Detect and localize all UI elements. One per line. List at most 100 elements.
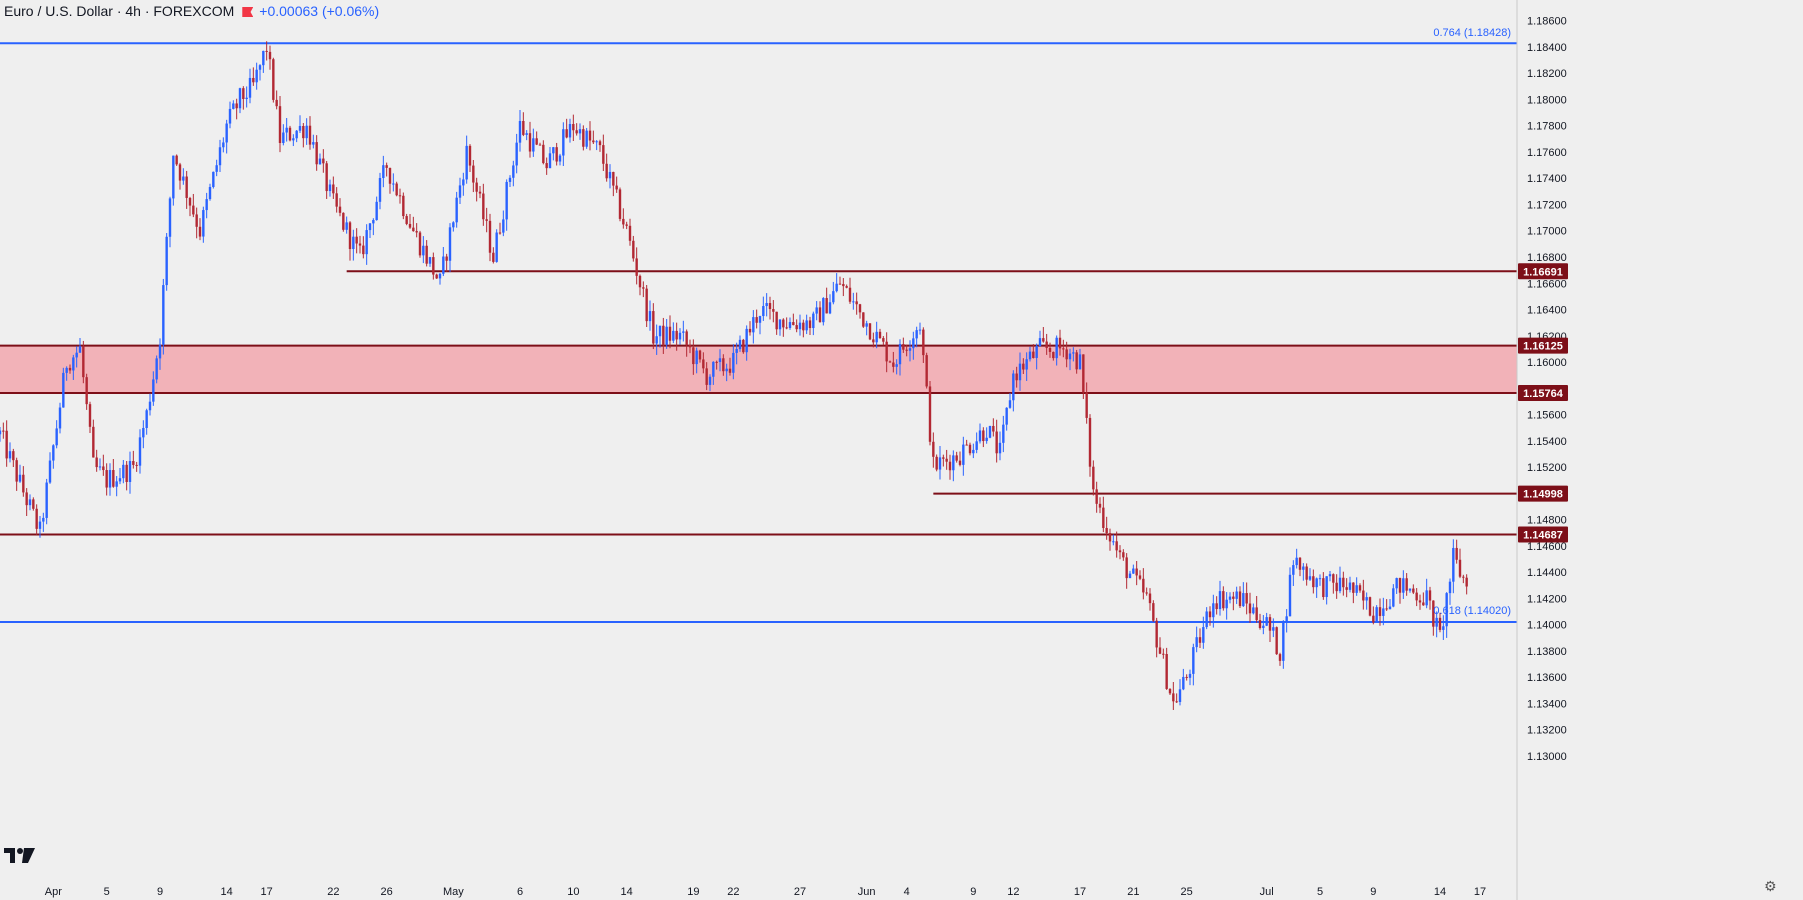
candle[interactable] — [748, 321, 752, 336]
candle[interactable] — [465, 135, 468, 184]
candle[interactable] — [905, 344, 908, 357]
candle[interactable] — [188, 196, 192, 217]
candle[interactable] — [1042, 327, 1045, 343]
candle[interactable] — [1375, 605, 1378, 623]
candle[interactable] — [1068, 348, 1072, 371]
candle[interactable] — [845, 284, 848, 289]
candle[interactable] — [165, 232, 168, 291]
candle[interactable] — [335, 187, 338, 213]
candle[interactable] — [195, 207, 198, 239]
candle[interactable] — [568, 118, 572, 143]
candle[interactable] — [665, 318, 668, 349]
candle[interactable] — [448, 223, 452, 273]
candle[interactable] — [292, 134, 295, 147]
candle[interactable] — [1022, 358, 1025, 374]
candle[interactable] — [145, 408, 148, 435]
candle[interactable] — [662, 317, 665, 354]
candle[interactable] — [1395, 577, 1398, 594]
candle[interactable] — [168, 196, 172, 248]
candle[interactable] — [1058, 329, 1062, 356]
candle[interactable] — [305, 118, 308, 145]
candle[interactable] — [1242, 582, 1245, 608]
candle[interactable] — [675, 322, 678, 351]
candle[interactable] — [712, 361, 715, 385]
candle[interactable] — [952, 450, 955, 482]
candle[interactable] — [482, 183, 485, 226]
candle[interactable] — [15, 457, 18, 491]
candle[interactable] — [642, 281, 645, 298]
candle[interactable] — [162, 278, 165, 355]
candle[interactable] — [355, 228, 358, 254]
candle[interactable] — [1205, 607, 1208, 630]
candle[interactable] — [1178, 679, 1182, 706]
candle[interactable] — [1265, 612, 1268, 627]
candle[interactable] — [1358, 583, 1362, 593]
candle[interactable] — [705, 362, 708, 391]
candle[interactable] — [1132, 564, 1135, 574]
candle[interactable] — [545, 157, 548, 175]
candle[interactable] — [655, 324, 658, 355]
candle[interactable] — [518, 110, 522, 152]
candle[interactable] — [1435, 611, 1438, 638]
candle[interactable] — [1048, 342, 1052, 358]
candle[interactable] — [1345, 578, 1348, 598]
candle[interactable] — [1088, 414, 1092, 477]
candle[interactable] — [928, 381, 932, 446]
candle[interactable] — [365, 224, 368, 265]
candle[interactable] — [1012, 370, 1015, 412]
candle[interactable] — [638, 274, 642, 296]
candle[interactable] — [702, 352, 705, 374]
candle[interactable] — [1162, 648, 1165, 659]
candle[interactable] — [245, 86, 248, 108]
candle[interactable] — [762, 296, 765, 321]
candle[interactable] — [138, 429, 142, 474]
candle[interactable] — [648, 300, 652, 331]
candle[interactable] — [228, 101, 232, 129]
candle[interactable] — [902, 337, 905, 353]
candle[interactable] — [205, 192, 208, 219]
candle[interactable] — [688, 339, 692, 354]
candle[interactable] — [1002, 415, 1005, 453]
candle[interactable] — [78, 337, 82, 353]
candle[interactable] — [1055, 335, 1058, 366]
candle[interactable] — [1428, 586, 1432, 610]
candle[interactable] — [628, 218, 632, 246]
candle[interactable] — [958, 451, 962, 467]
candle[interactable] — [598, 139, 602, 152]
candle[interactable] — [778, 319, 782, 336]
candle[interactable] — [1325, 576, 1328, 605]
candle[interactable] — [288, 125, 292, 142]
candle[interactable] — [432, 252, 435, 280]
candle[interactable] — [942, 454, 945, 467]
candle[interactable] — [258, 64, 262, 81]
candle[interactable] — [1135, 560, 1138, 586]
candle[interactable] — [132, 450, 135, 469]
candle[interactable] — [252, 67, 255, 86]
symbol-title[interactable]: Euro / U.S. Dollar · 4h · FOREXCOM — [4, 3, 235, 19]
candle[interactable] — [282, 124, 285, 146]
candle[interactable] — [1098, 497, 1102, 514]
candle[interactable] — [415, 223, 418, 238]
candle[interactable] — [1102, 496, 1105, 533]
candle[interactable] — [18, 464, 22, 483]
candle[interactable] — [222, 137, 225, 153]
candle[interactable] — [658, 325, 662, 348]
candle[interactable] — [58, 402, 62, 434]
candle[interactable] — [542, 140, 545, 165]
candle[interactable] — [0, 427, 2, 442]
candle[interactable] — [1415, 588, 1418, 607]
candle[interactable] — [452, 221, 455, 232]
candle[interactable] — [308, 116, 312, 150]
candle[interactable] — [1238, 586, 1242, 609]
candle[interactable] — [232, 100, 235, 110]
candle[interactable] — [328, 179, 332, 197]
candle[interactable] — [122, 459, 125, 484]
candle[interactable] — [375, 196, 378, 221]
candle[interactable] — [785, 317, 788, 330]
candle[interactable] — [912, 331, 915, 360]
candle[interactable] — [418, 230, 422, 258]
candle[interactable] — [805, 314, 808, 335]
candle[interactable] — [1052, 351, 1055, 361]
candle[interactable] — [1248, 592, 1252, 623]
